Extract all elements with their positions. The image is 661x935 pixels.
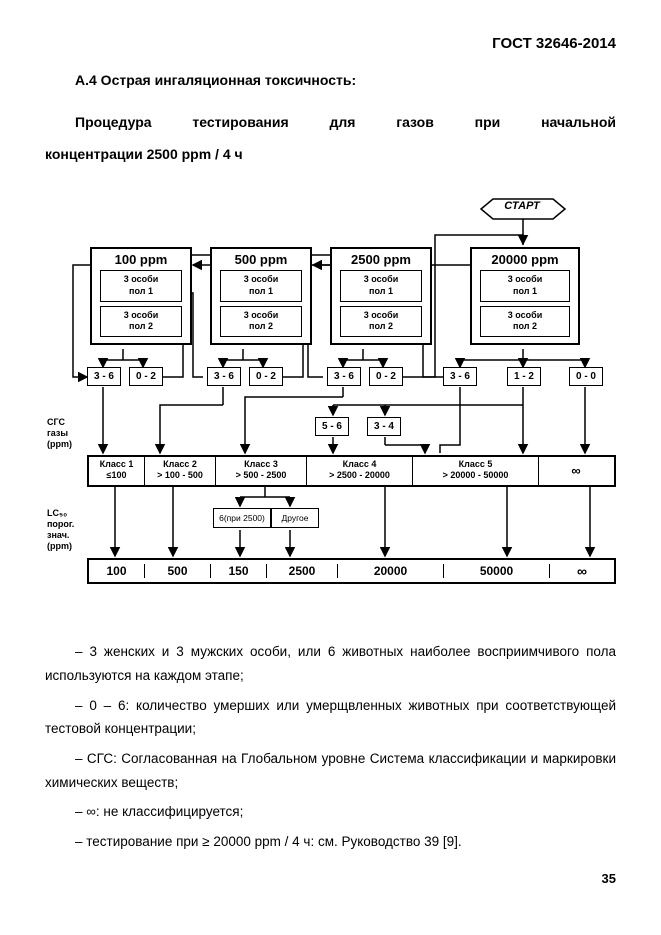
- intro-line2: концентрации 2500 ppm / 4 ч: [45, 138, 616, 170]
- lc-cell: 150: [211, 564, 267, 578]
- lc-cell: 20000: [338, 564, 444, 578]
- notes-section: – 3 женских и 3 мужских особи, или 6 жив…: [45, 640, 616, 853]
- dose-column-100: 100 ppm 3 особипол 1 3 особипол 2: [90, 247, 192, 345]
- side-label-sgs: СГС газы (ppm): [47, 417, 72, 449]
- intro-line1: Процедура тестирования для газов при нач…: [45, 106, 616, 138]
- ppm-title: 20000 ppm: [475, 252, 575, 267]
- result-box: 1 - 2: [507, 367, 541, 386]
- start-node: СТАРТ: [482, 195, 562, 223]
- class-strip: Класс 1≤100 Класс 2> 100 - 500 Класс 3> …: [87, 455, 616, 487]
- ppm-title: 500 ppm: [215, 252, 307, 267]
- subjects-box: 3 особипол 1: [220, 270, 302, 301]
- result-box: 3 - 6: [443, 367, 477, 386]
- class-cell: Класс 4> 2500 - 20000: [307, 457, 413, 485]
- lc50-strip: 100 500 150 2500 20000 50000 ∞: [87, 558, 616, 584]
- class-cell: Класс 3> 500 - 2500: [216, 457, 307, 485]
- page-number: 35: [45, 871, 616, 886]
- result-box: 0 - 2: [249, 367, 283, 386]
- class-cell: Класс 1≤100: [89, 457, 145, 485]
- class-cell: Класс 5> 20000 - 50000: [413, 457, 539, 485]
- mid-box-6: 6(при 2500): [213, 508, 271, 528]
- note-item: – тестирование при ≥ 20000 ppm / 4 ч: см…: [45, 830, 616, 854]
- lc-cell: 2500: [267, 564, 338, 578]
- subjects-box: 3 особипол 2: [340, 306, 422, 337]
- ppm-title: 100 ppm: [95, 252, 187, 267]
- note-item: – 0 – 6: количество умерших или умерщвле…: [45, 694, 616, 741]
- result-box: 3 - 4: [367, 417, 401, 436]
- result-box: 0 - 0: [569, 367, 603, 386]
- result-box: 0 - 2: [369, 367, 403, 386]
- class-cell: Класс 2> 100 - 500: [145, 457, 216, 485]
- mid-box-other: Другое: [271, 508, 319, 528]
- note-item: – СГС: Согласованная на Глобальном уровн…: [45, 747, 616, 794]
- side-label-lc50: LC₅₀ порог. знач. (ppm): [47, 508, 74, 551]
- section-title: А.4 Острая ингаляционная токсичность:: [45, 72, 616, 88]
- result-box: 3 - 6: [207, 367, 241, 386]
- lc-cell-infinity: ∞: [550, 563, 614, 579]
- note-item: – ∞: не классифицируется;: [45, 800, 616, 824]
- note-item: – 3 женских и 3 мужских особи, или 6 жив…: [45, 640, 616, 687]
- flowchart-diagram: СТАРТ 100 ppm 3 особипол 1 3 особипол 2 …: [45, 195, 616, 615]
- lc-cell: 100: [89, 564, 145, 578]
- class-cell-infinity: ∞: [539, 457, 613, 485]
- subjects-box: 3 особипол 1: [100, 270, 182, 301]
- subjects-box: 3 особипол 2: [480, 306, 570, 337]
- ppm-title: 2500 ppm: [335, 252, 427, 267]
- subjects-box: 3 особипол 2: [220, 306, 302, 337]
- intro-text: Процедура тестирования для газов при нач…: [45, 106, 616, 170]
- subjects-box: 3 особипол 1: [340, 270, 422, 301]
- subjects-box: 3 особипол 1: [480, 270, 570, 301]
- lc-cell: 500: [145, 564, 211, 578]
- result-box: 3 - 6: [327, 367, 361, 386]
- subjects-box: 3 особипол 2: [100, 306, 182, 337]
- dose-column-500: 500 ppm 3 особипол 1 3 особипол 2: [210, 247, 312, 345]
- result-box: 5 - 6: [315, 417, 349, 436]
- document-standard: ГОСТ 32646-2014: [45, 35, 616, 52]
- result-box: 3 - 6: [87, 367, 121, 386]
- start-label: СТАРТ: [482, 200, 562, 212]
- dose-column-2500: 2500 ppm 3 особипол 1 3 особипол 2: [330, 247, 432, 345]
- dose-column-20000: 20000 ppm 3 особипол 1 3 особипол 2: [470, 247, 580, 345]
- lc-cell: 50000: [444, 564, 550, 578]
- result-box: 0 - 2: [129, 367, 163, 386]
